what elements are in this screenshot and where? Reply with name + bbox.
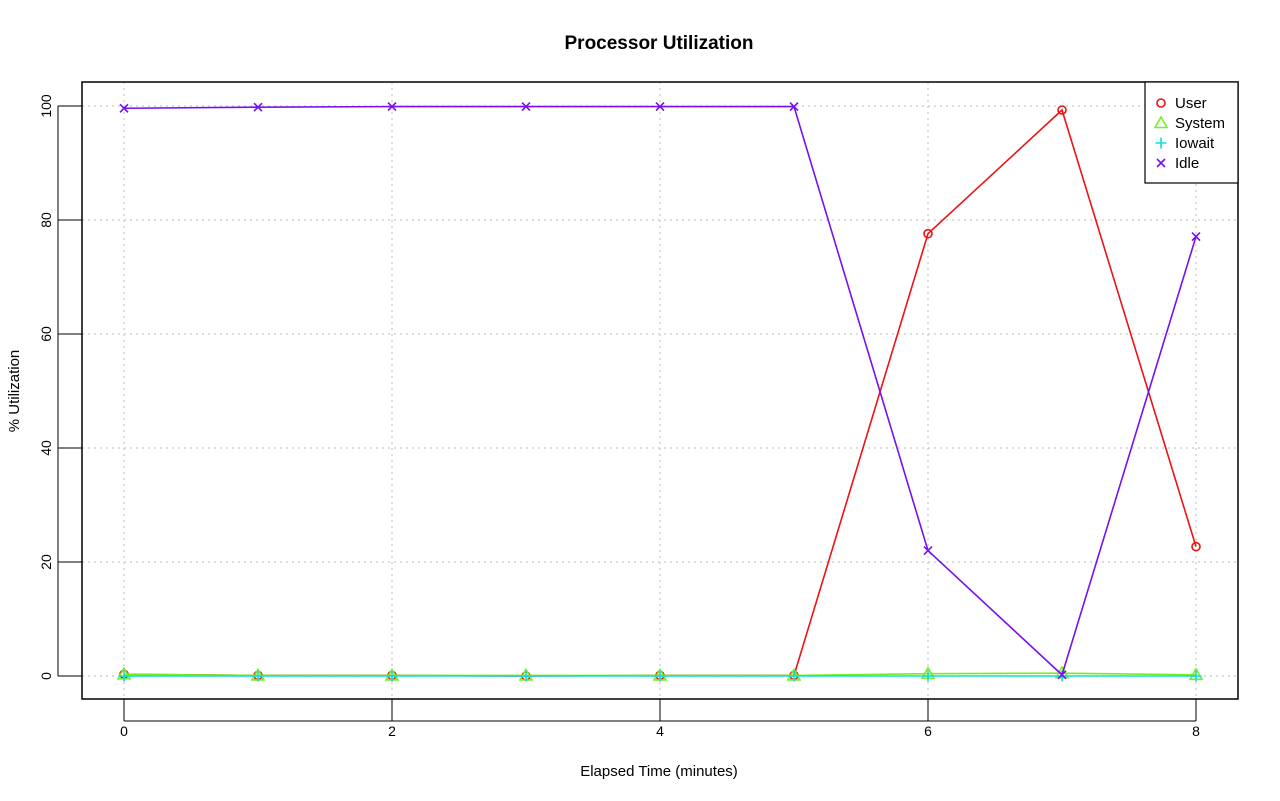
y-tick-label-20: 20 [38, 554, 54, 570]
point-idle-6 [923, 546, 933, 556]
legend-label-system: System [1175, 115, 1225, 132]
x-tick-label-8: 8 [1192, 723, 1200, 739]
x-tick-label-6: 6 [924, 723, 932, 739]
point-idle-1 [253, 102, 263, 112]
point-iowait-3 [520, 670, 532, 682]
point-idle-2 [387, 102, 397, 112]
point-idle-5 [789, 102, 799, 112]
x-tick-label-0: 0 [120, 723, 128, 739]
series-group [116, 102, 1204, 682]
legend-marker-iowait [1155, 137, 1167, 149]
point-idle-4 [655, 102, 665, 112]
y-tick-label-80: 80 [38, 212, 54, 228]
legend: User System Iowait Idle [1144, 81, 1239, 184]
series-iowait [118, 670, 1202, 682]
point-iowait-8 [1190, 670, 1202, 682]
legend-marker-user [1156, 98, 1166, 108]
series-line-user [123, 108, 1197, 677]
point-user-8 [1191, 541, 1201, 552]
point-iowait-2 [386, 670, 398, 682]
y-tick-label-40: 40 [38, 440, 54, 456]
x-tick-label-2: 2 [388, 723, 396, 739]
point-iowait-5 [788, 670, 800, 682]
plot-frame [81, 81, 1239, 700]
legend-label-idle: Idle [1175, 155, 1199, 172]
point-iowait-0 [118, 670, 130, 682]
y-tick-label-0: 0 [38, 672, 54, 680]
point-idle-8 [1191, 231, 1201, 242]
point-idle-7 [1057, 670, 1067, 680]
point-iowait-4 [654, 670, 666, 682]
y-axis-label: % Utilization [6, 350, 23, 433]
point-idle-0 [119, 103, 129, 113]
point-iowait-6 [922, 670, 934, 682]
x-axis-label: Elapsed Time (minutes) [580, 763, 738, 780]
point-idle-3 [521, 102, 531, 112]
chart-title: Processor Utilization [565, 33, 754, 54]
legend-label-user: User [1175, 95, 1207, 112]
series-idle [119, 102, 1201, 680]
x-tick-label-4: 4 [656, 723, 664, 739]
point-user-6 [923, 228, 933, 239]
point-user-7 [1057, 105, 1067, 115]
y-tick-label-60: 60 [38, 326, 54, 342]
y-tick-label-100: 100 [38, 94, 54, 118]
legend-label-iowait: Iowait [1175, 135, 1215, 152]
legend-marker-system [1153, 115, 1169, 129]
point-iowait-1 [252, 670, 264, 682]
legend-marker-idle [1156, 158, 1166, 168]
grid-lines [82, 82, 1238, 699]
